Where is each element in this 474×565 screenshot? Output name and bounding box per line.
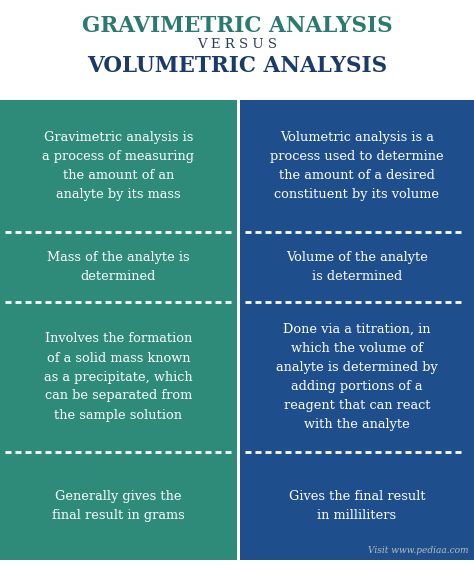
Bar xyxy=(237,100,240,560)
Text: Done via a titration, in
which the volume of
analyte is determined by
adding por: Done via a titration, in which the volum… xyxy=(276,323,438,431)
Text: Mass of the analyte is
determined: Mass of the analyte is determined xyxy=(47,251,190,283)
Text: GRAVIMETRIC ANALYSIS: GRAVIMETRIC ANALYSIS xyxy=(82,15,392,37)
Bar xyxy=(240,100,474,560)
Text: Gravimetric analysis is
a process of measuring
the amount of an
analyte by its m: Gravimetric analysis is a process of mea… xyxy=(43,131,194,201)
Text: VOLUMETRIC ANALYSIS: VOLUMETRIC ANALYSIS xyxy=(87,55,387,77)
Bar xyxy=(0,100,237,560)
Text: Volumetric analysis is a
process used to determine
the amount of a desired
const: Volumetric analysis is a process used to… xyxy=(270,131,444,201)
Text: Generally gives the
final result in grams: Generally gives the final result in gram… xyxy=(52,490,185,522)
Text: Visit www.pediaa.com: Visit www.pediaa.com xyxy=(368,546,469,555)
Text: V E R S U S: V E R S U S xyxy=(197,38,277,51)
Text: Volume of the analyte
is determined: Volume of the analyte is determined xyxy=(286,251,428,283)
Text: Involves the formation
of a solid mass known
as a precipitate, which
can be sepa: Involves the formation of a solid mass k… xyxy=(44,332,193,421)
Text: Gives the final result
in milliliters: Gives the final result in milliliters xyxy=(289,490,425,522)
